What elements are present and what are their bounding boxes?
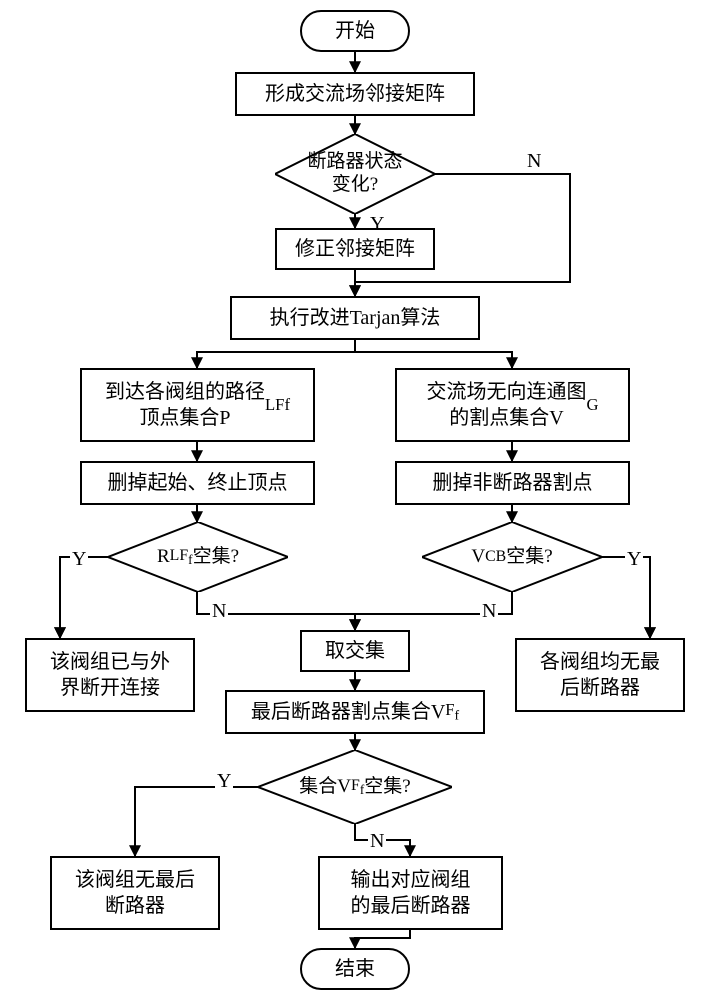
node-label: 集合VFf空集? [258,750,452,824]
node-d1: 断路器状态变化? [275,134,435,214]
node-n7: 取交集 [300,630,410,672]
node-label: VCB空集? [422,522,602,592]
node-start: 开始 [300,10,410,52]
flowchart-canvas: YNYYNNYN开始形成交流场邻接矩阵断路器状态变化?修正邻接矩阵执行改进Tar… [0,0,707,1000]
node-n2: 修正邻接矩阵 [275,228,435,270]
edge-label: Y [215,770,233,793]
edge-label: N [210,600,228,623]
node-n1: 形成交流场邻接矩阵 [235,72,475,116]
node-n3: 执行改进Tarjan算法 [230,296,480,340]
edge-label: Y [70,548,88,571]
node-d2r: VCB空集? [422,522,602,592]
node-end: 结束 [300,948,410,990]
node-n9l: 该阀组无最后断路器 [50,856,220,930]
edge-label: N [368,830,386,853]
node-n9r: 输出对应阀组的最后断路器 [318,856,503,930]
node-d3: 集合VFf空集? [258,750,452,824]
node-n4r: 交流场无向连通图的割点集合VG [395,368,630,442]
node-n5l: 删掉起始、终止顶点 [80,461,315,505]
node-n8: 最后断路器割点集合VFf [225,690,485,734]
node-d2l: RLFf空集? [108,522,288,592]
node-label: 断路器状态变化? [275,134,435,214]
node-n5r: 删掉非断路器割点 [395,461,630,505]
node-label: RLFf空集? [108,522,288,592]
edge-label: N [480,600,498,623]
edge-label: N [525,150,543,173]
edge-label: Y [625,548,643,571]
node-n6l: 该阀组已与外界断开连接 [25,638,195,712]
node-n4l: 到达各阀组的路径顶点集合PLFf [80,368,315,442]
node-n6r: 各阀组均无最后断路器 [515,638,685,712]
